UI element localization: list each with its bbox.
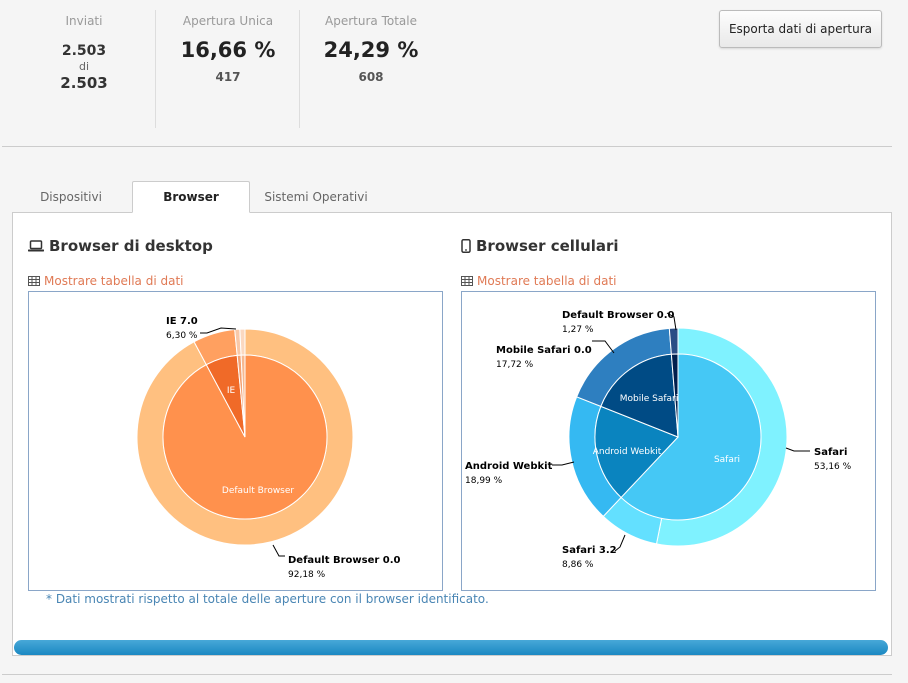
unique-percentage: 16,66 % xyxy=(180,38,276,62)
outer-slice[interactable] xyxy=(239,328,246,356)
mobile-section-title: Browser cellulari xyxy=(461,237,619,255)
table-icon xyxy=(28,276,40,286)
sent-total: 2.503 xyxy=(60,74,108,92)
callout-percentage: 53,16 % xyxy=(814,462,852,472)
tab-devices[interactable]: Dispositivi xyxy=(40,190,102,204)
inner-slice-label: Android Webkit xyxy=(593,447,662,457)
callout-name: IE 7.0 xyxy=(166,316,198,327)
callout-percentage: 92,18 % xyxy=(288,570,326,580)
tab-browser[interactable]: Browser xyxy=(132,181,250,213)
total-label: Apertura Totale xyxy=(325,14,417,28)
total-open-stat: Apertura Totale 24,29 % 608 xyxy=(315,14,427,84)
outer-ring xyxy=(136,328,354,546)
callout-percentage: 1,27 % xyxy=(562,325,594,335)
divider xyxy=(155,10,156,128)
mobile-show-table-link[interactable]: Mostrare tabella di dati xyxy=(461,274,616,288)
outer-ring xyxy=(568,327,788,547)
total-count: 608 xyxy=(358,70,384,84)
stats-bar: Inviati 2.503 di 2.503 Apertura Unica 16… xyxy=(0,0,908,140)
desktop-chart-container: Default Browser IE Default Browser 0.0 92,1… xyxy=(28,291,443,591)
desktop-title-text: Browser di desktop xyxy=(49,237,213,255)
footnote: * Dati mostrati rispetto al totale delle… xyxy=(46,592,489,606)
inner-slice[interactable] xyxy=(240,354,246,438)
mobile-chart-container: Safari Android Webkit Mobile Safari Safari 5… xyxy=(461,291,876,591)
desktop-show-table-text: Mostrare tabella di dati xyxy=(44,274,184,288)
tab-operating-systems[interactable]: Sistemi Operativi xyxy=(264,190,368,204)
mobile-phone-icon xyxy=(461,239,471,253)
outer-slice[interactable] xyxy=(668,327,679,355)
inner-slice-label: Default Browser xyxy=(222,486,295,496)
desktop-show-table-link[interactable]: Mostrare tabella di dati xyxy=(28,274,183,288)
mobile-browser-chart: Safari Android Webkit Mobile Safari Safari 5… xyxy=(465,310,852,570)
mobile-show-table-text: Mostrare tabella di dati xyxy=(477,274,617,288)
callout-line xyxy=(552,461,575,466)
callout-name: Safari xyxy=(814,447,847,458)
mobile-title-text: Browser cellulari xyxy=(476,237,619,255)
divider xyxy=(2,674,892,675)
inner-slice[interactable] xyxy=(670,353,679,438)
sent-stat: Inviati 2.503 di 2.503 xyxy=(46,14,122,92)
callout-percentage: 8,86 % xyxy=(562,560,594,570)
inner-slice-label: Mobile Safari xyxy=(620,394,679,404)
callout-name: Default Browser 0.0 xyxy=(288,555,401,566)
callout-percentage: 17,72 % xyxy=(496,360,534,370)
unique-label: Apertura Unica xyxy=(182,14,274,28)
unique-count: 417 xyxy=(215,70,241,84)
inner-slice[interactable] xyxy=(600,353,679,438)
export-open-data-button[interactable]: Esporta dati di apertura xyxy=(719,10,882,48)
unique-open-stat: Apertura Unica 16,66 % 417 xyxy=(172,14,284,84)
callout-name: Mobile Safari 0.0 xyxy=(496,345,592,356)
desktop-section-title: Browser di desktop xyxy=(28,237,213,255)
callout-percentage: 6,30 % xyxy=(166,331,198,341)
laptop-icon xyxy=(28,240,44,252)
progress-bar xyxy=(14,640,888,655)
callout-name: Safari 3.2 xyxy=(562,545,617,556)
desktop-browser-chart: Default Browser IE Default Browser 0.0 92,1… xyxy=(136,316,401,580)
divider xyxy=(2,146,892,147)
callout-line xyxy=(592,340,615,354)
inner-pie xyxy=(162,354,328,520)
sent-value: 2.503 xyxy=(61,43,107,59)
divider xyxy=(299,10,300,128)
callout-line xyxy=(666,312,677,331)
sent-of: di xyxy=(78,60,90,73)
inner-slice-label: Safari xyxy=(714,455,740,465)
callout-line xyxy=(614,534,626,552)
inner-slice-label: IE xyxy=(227,386,236,396)
inner-pie xyxy=(594,353,762,521)
callout-line xyxy=(272,544,285,557)
callout-line xyxy=(200,327,237,334)
callout-percentage: 18,99 % xyxy=(465,476,503,486)
total-percentage: 24,29 % xyxy=(323,38,419,62)
table-icon xyxy=(461,276,473,286)
callout-line xyxy=(785,447,810,452)
callout-name: Android Webkit xyxy=(465,461,553,472)
callout-name: Default Browser 0.0 xyxy=(562,310,675,321)
sent-label: Inviati xyxy=(65,14,103,28)
inner-slice[interactable] xyxy=(620,353,762,521)
